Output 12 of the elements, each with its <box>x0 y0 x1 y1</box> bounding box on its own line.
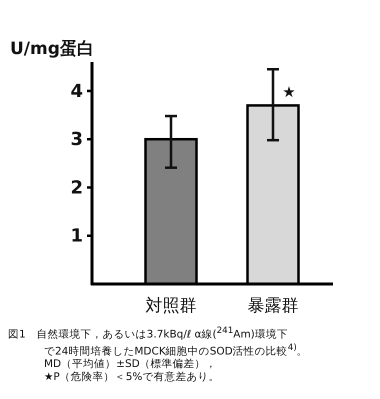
text: MD（平均値）±SD（標準偏差）， <box>43 358 218 371</box>
annotation: ★ <box>282 82 296 101</box>
x-tick-label: 暴露群 <box>248 296 298 316</box>
text: で24時間培養したMDCK細胞中のSOD活性の比較$^{4)}$。 <box>43 342 308 358</box>
y-axis-title: U/mg蛋白 <box>10 39 94 59</box>
y-tick-label: 1 <box>70 226 83 247</box>
y-tick-label: 2 <box>70 177 83 198</box>
y-tick-label: 3 <box>70 129 83 150</box>
caption: 図1 自然環境下，あるいは3.7kBq/ℓ α線($^{241}$Am)環境下 <box>8 325 289 342</box>
text: ★P（危険率）＜5%で有意差あり。 <box>43 371 220 384</box>
x-tick-label: 対照群 <box>146 296 196 316</box>
y-tick-label: 4 <box>70 80 83 102</box>
